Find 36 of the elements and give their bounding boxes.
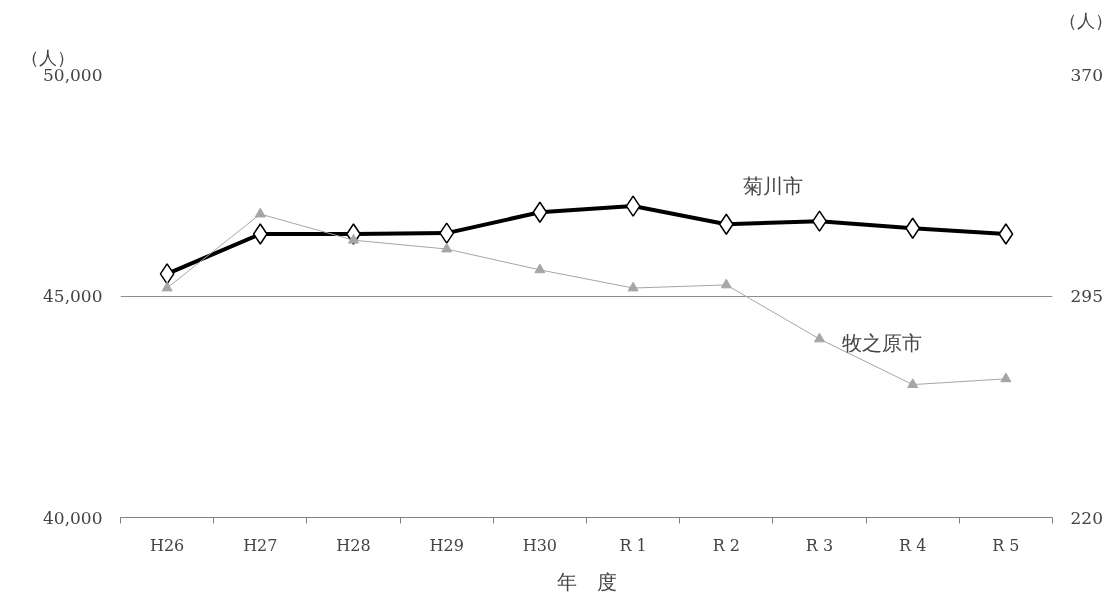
x-tick-label: H27 [243,535,278,555]
y-tick-label: 40,000 [43,507,103,528]
point [905,217,921,239]
point [998,223,1014,245]
y2-tick-label: 370 [1070,64,1103,85]
y2-axis-title: （人） [1058,9,1113,31]
y2-tick-label: 220 [1070,507,1103,528]
x-tick-label: H29 [429,535,464,555]
y-tick-label: 45,000 [43,286,103,306]
point [720,278,732,289]
point [907,378,919,388]
x-tick-label: H28 [336,535,371,555]
x-tick-label: R 5 [992,535,1020,555]
point [625,195,641,217]
point [252,223,268,245]
point [814,332,825,343]
series-label: 菊川市 [742,174,803,199]
point [159,263,175,285]
point [441,242,453,253]
x-tick-label: R 4 [899,535,927,555]
y2-tick-label: 295 [1070,286,1103,306]
x-tick-label: H30 [522,535,558,555]
point [718,213,734,235]
point [534,263,546,274]
point [1000,372,1012,383]
point [254,207,266,218]
point [439,222,455,244]
point [161,281,173,292]
x-tick-label: R 3 [805,535,834,555]
series-label: 牧之原市 [841,330,922,355]
x-tick-label: H26 [149,535,185,555]
point [627,281,639,292]
y-axis-title: （人） [20,46,75,68]
x-axis-title: 年 度 [556,569,617,594]
x-tick-label: R 1 [619,535,647,555]
x-tick-label: R 2 [712,535,740,555]
